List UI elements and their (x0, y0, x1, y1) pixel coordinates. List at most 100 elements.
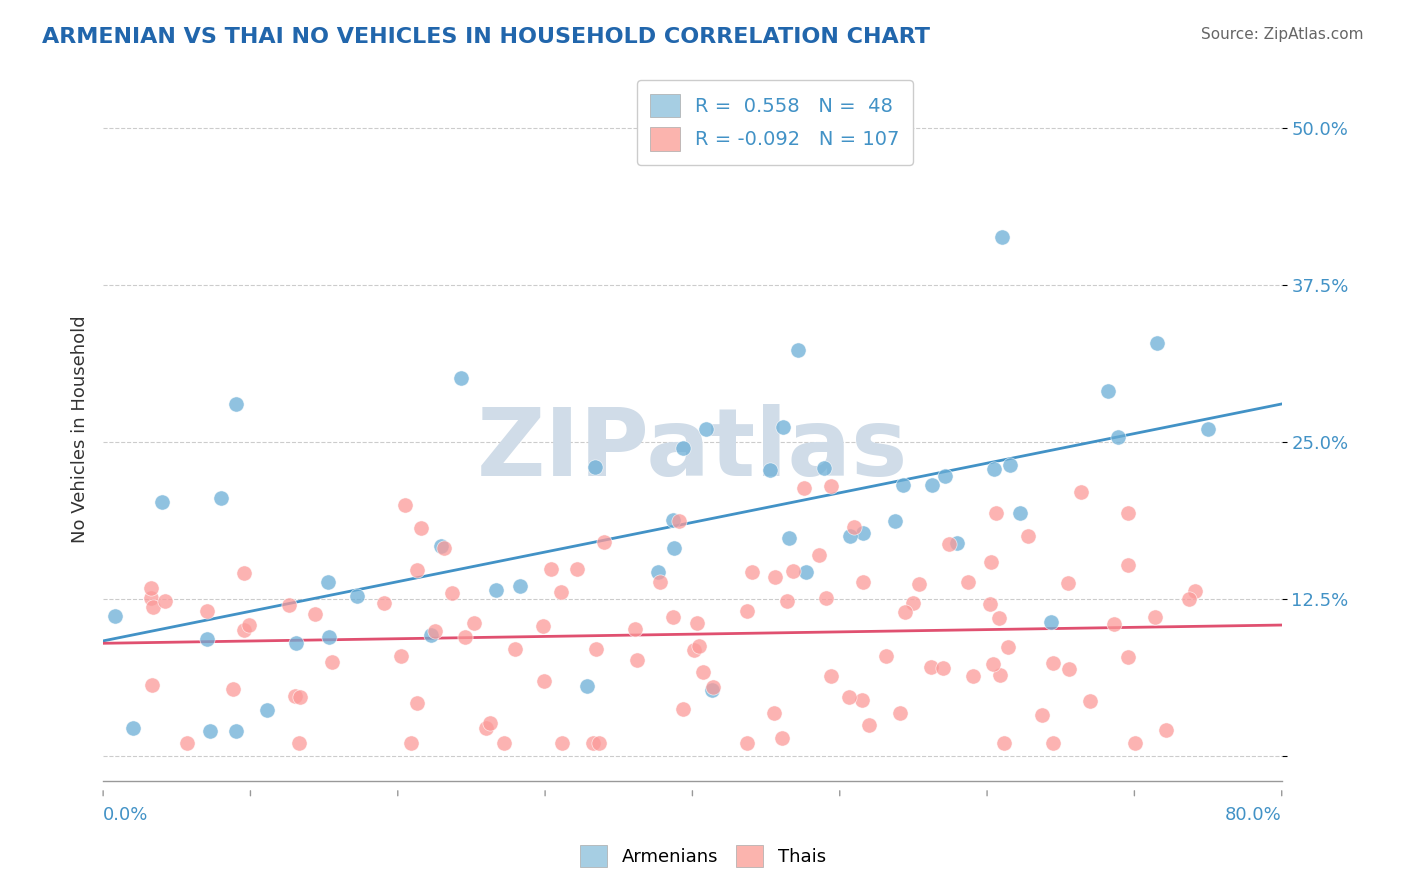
Point (441, 586, 464, 600)
Point (988, 667, 1011, 681)
Point (494, 736, 516, 750)
Point (565, 562, 588, 576)
Point (475, 721, 498, 735)
Point (883, 514, 905, 528)
Point (288, 690, 311, 705)
Point (1097, 384, 1119, 399)
Point (195, 604, 218, 618)
Point (503, 641, 526, 656)
Point (889, 706, 911, 721)
Point (1197, 422, 1219, 436)
Point (983, 657, 1005, 671)
Point (647, 565, 669, 579)
Point (838, 690, 860, 704)
Point (1042, 736, 1064, 750)
Point (998, 458, 1021, 473)
Y-axis label: No Vehicles in Household: No Vehicles in Household (72, 316, 89, 543)
Point (321, 656, 343, 670)
Point (238, 618, 260, 632)
Point (851, 693, 873, 707)
Point (533, 674, 555, 689)
Point (839, 529, 862, 543)
Point (735, 604, 758, 618)
Point (222, 681, 245, 696)
Point (700, 683, 723, 698)
Point (405, 563, 427, 577)
Point (668, 514, 690, 528)
Point (318, 630, 340, 644)
Point (858, 718, 880, 732)
Point (406, 697, 429, 711)
Point (793, 482, 815, 496)
Point (233, 623, 256, 637)
Point (852, 526, 875, 541)
Point (588, 736, 610, 750)
Legend: R =  0.558   N =  48, R = -0.092   N = 107: R = 0.558 N = 48, R = -0.092 N = 107 (637, 80, 912, 164)
Point (1008, 506, 1031, 520)
Point (232, 566, 254, 580)
Point (815, 591, 838, 605)
Point (794, 565, 817, 579)
Point (1057, 662, 1080, 676)
Point (285, 635, 308, 649)
Point (450, 371, 472, 385)
Point (770, 731, 793, 746)
Point (807, 548, 830, 562)
Point (582, 736, 605, 750)
Point (688, 639, 710, 653)
Point (209, 491, 232, 506)
Point (626, 653, 648, 667)
Point (813, 461, 835, 475)
Text: Source: ZipAtlas.com: Source: ZipAtlas.com (1201, 27, 1364, 42)
Point (957, 574, 980, 589)
Point (842, 520, 865, 534)
Point (1143, 609, 1166, 624)
Point (908, 577, 931, 591)
Point (429, 540, 451, 554)
Point (593, 535, 616, 549)
Text: 80.0%: 80.0% (1225, 806, 1282, 824)
Point (991, 230, 1014, 244)
Point (176, 736, 198, 750)
Point (772, 420, 794, 434)
Point (893, 605, 915, 619)
Point (1146, 336, 1168, 351)
Point (820, 668, 842, 682)
Point (891, 477, 914, 491)
Point (463, 615, 485, 630)
Point (256, 703, 278, 717)
Point (433, 541, 456, 555)
Point (550, 585, 572, 599)
Point (278, 598, 301, 612)
Point (1178, 592, 1201, 607)
Point (304, 607, 326, 622)
Point (550, 736, 572, 750)
Point (921, 478, 943, 492)
Point (661, 513, 683, 527)
Point (648, 575, 671, 590)
Point (782, 564, 804, 578)
Point (122, 721, 145, 735)
Point (141, 678, 163, 692)
Point (575, 679, 598, 693)
Point (585, 641, 607, 656)
Point (197, 632, 219, 647)
Point (624, 622, 647, 636)
Point (373, 596, 395, 610)
Point (531, 619, 554, 633)
Point (852, 575, 875, 590)
Point (485, 582, 508, 597)
Point (997, 640, 1019, 654)
Point (987, 611, 1010, 625)
Point (1078, 694, 1101, 708)
Point (875, 648, 897, 663)
Point (1031, 708, 1053, 723)
Point (284, 690, 307, 704)
Point (1057, 576, 1080, 591)
Point (391, 649, 413, 664)
Point (1116, 650, 1139, 665)
Point (583, 459, 606, 474)
Point (920, 659, 942, 673)
Point (104, 608, 127, 623)
Point (540, 562, 562, 576)
